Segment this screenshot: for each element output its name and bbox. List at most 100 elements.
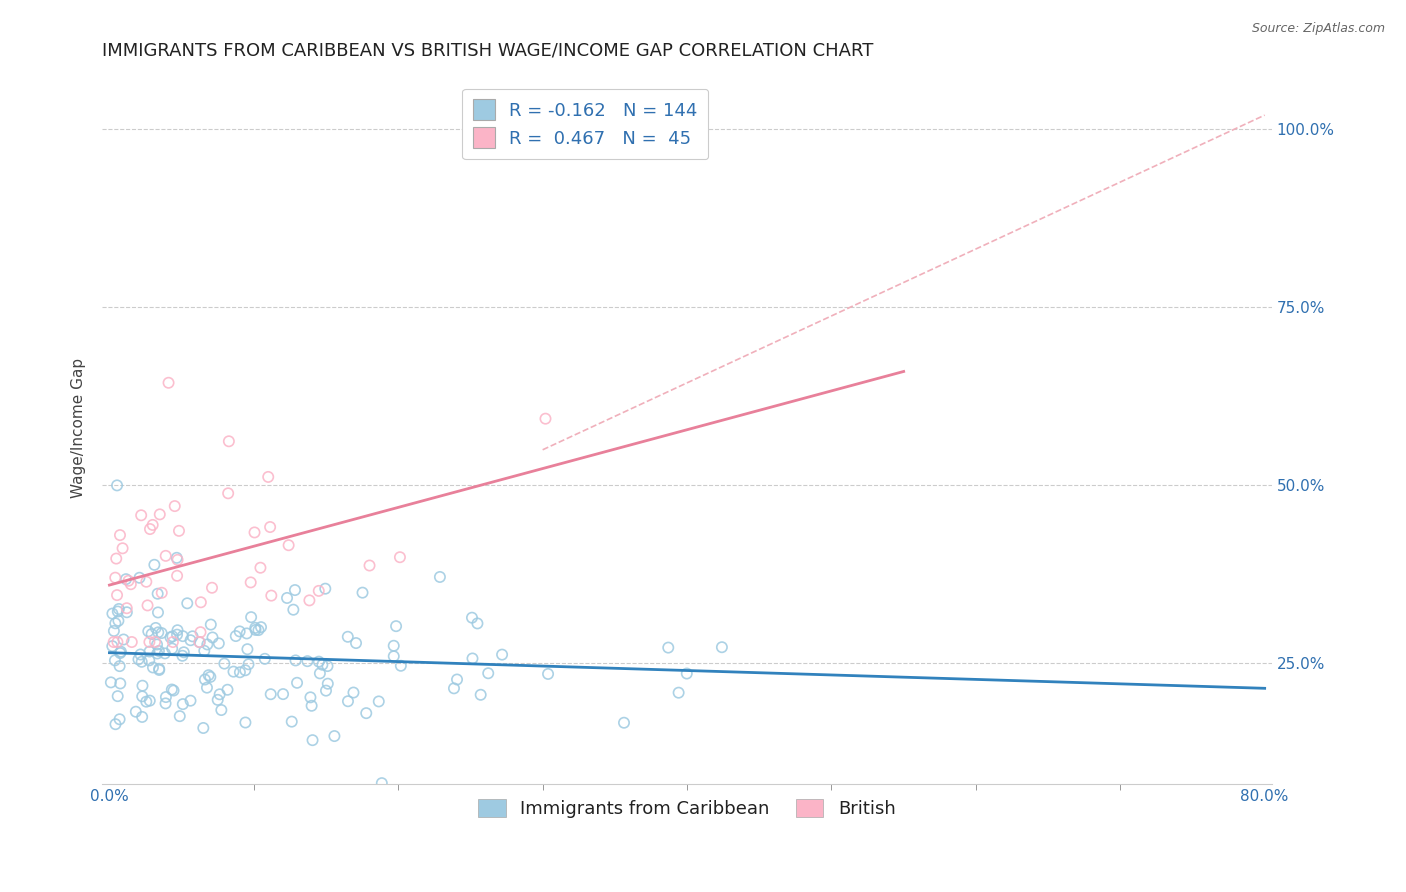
Point bbox=[229, 665, 252, 680]
Y-axis label: Wage/Income Gap: Wage/Income Gap bbox=[72, 359, 86, 499]
Point bbox=[162, 683, 184, 698]
Point bbox=[160, 682, 183, 697]
Point bbox=[129, 508, 152, 523]
Point bbox=[382, 639, 405, 653]
Point bbox=[277, 538, 299, 552]
Point bbox=[208, 687, 231, 701]
Point bbox=[155, 697, 177, 711]
Point bbox=[105, 551, 128, 566]
Point bbox=[104, 571, 127, 585]
Point bbox=[253, 652, 276, 666]
Point bbox=[301, 733, 323, 747]
Text: Source: ZipAtlas.com: Source: ZipAtlas.com bbox=[1251, 22, 1385, 36]
Point bbox=[153, 646, 176, 660]
Point bbox=[197, 668, 219, 682]
Point bbox=[135, 695, 157, 709]
Point bbox=[271, 687, 294, 701]
Point bbox=[108, 646, 131, 660]
Point bbox=[104, 717, 127, 731]
Point bbox=[100, 675, 122, 690]
Point bbox=[160, 641, 183, 656]
Point bbox=[245, 623, 267, 637]
Point bbox=[115, 605, 138, 619]
Point bbox=[105, 478, 128, 492]
Point bbox=[146, 606, 169, 620]
Point bbox=[138, 635, 160, 649]
Point bbox=[311, 657, 333, 672]
Point bbox=[301, 698, 323, 713]
Point bbox=[145, 621, 167, 635]
Point bbox=[125, 705, 148, 719]
Point bbox=[195, 637, 218, 651]
Point bbox=[239, 575, 262, 590]
Point bbox=[316, 676, 339, 690]
Point bbox=[172, 629, 194, 643]
Point bbox=[201, 581, 224, 595]
Point bbox=[139, 693, 162, 707]
Point bbox=[309, 666, 332, 681]
Point bbox=[257, 470, 280, 484]
Point bbox=[238, 657, 260, 672]
Point bbox=[308, 583, 330, 598]
Point bbox=[280, 714, 302, 729]
Point bbox=[180, 633, 202, 648]
Point bbox=[111, 541, 134, 556]
Point bbox=[190, 595, 212, 609]
Point bbox=[260, 687, 283, 701]
Point bbox=[342, 685, 364, 699]
Point bbox=[146, 647, 169, 661]
Point bbox=[259, 520, 281, 534]
Point bbox=[314, 582, 336, 596]
Point bbox=[352, 585, 374, 599]
Point bbox=[298, 593, 321, 607]
Point bbox=[135, 574, 157, 589]
Point bbox=[120, 577, 142, 591]
Point bbox=[166, 627, 188, 641]
Point bbox=[188, 635, 211, 649]
Point bbox=[108, 528, 131, 542]
Point bbox=[354, 706, 377, 720]
Point bbox=[131, 655, 153, 669]
Point bbox=[389, 658, 412, 673]
Point bbox=[142, 517, 165, 532]
Point bbox=[308, 655, 330, 669]
Text: IMMIGRANTS FROM CARIBBEAN VS BRITISH WAGE/INCOME GAP CORRELATION CHART: IMMIGRANTS FROM CARIBBEAN VS BRITISH WAG… bbox=[103, 42, 873, 60]
Point bbox=[491, 648, 513, 662]
Point bbox=[148, 625, 170, 640]
Point bbox=[128, 571, 150, 585]
Point bbox=[344, 636, 367, 650]
Point bbox=[162, 635, 184, 649]
Point bbox=[117, 574, 139, 588]
Point bbox=[276, 591, 298, 605]
Point bbox=[107, 614, 129, 628]
Point bbox=[131, 690, 153, 704]
Point bbox=[284, 653, 307, 667]
Point bbox=[150, 586, 173, 600]
Point bbox=[146, 587, 169, 601]
Point bbox=[131, 679, 153, 693]
Point bbox=[138, 653, 160, 667]
Point bbox=[240, 610, 263, 624]
Point bbox=[155, 690, 177, 704]
Point bbox=[103, 635, 125, 649]
Point bbox=[104, 653, 127, 667]
Point bbox=[537, 667, 560, 681]
Point bbox=[139, 522, 162, 536]
Point bbox=[166, 624, 188, 638]
Point bbox=[284, 583, 307, 598]
Point bbox=[181, 629, 204, 643]
Point bbox=[193, 721, 215, 735]
Point bbox=[173, 645, 195, 659]
Point bbox=[260, 589, 283, 603]
Point bbox=[207, 693, 229, 707]
Point bbox=[214, 657, 236, 671]
Point bbox=[127, 652, 149, 666]
Point bbox=[172, 648, 194, 663]
Point bbox=[149, 508, 172, 522]
Point bbox=[112, 632, 135, 647]
Point bbox=[200, 617, 222, 632]
Point bbox=[336, 694, 359, 708]
Point bbox=[148, 662, 170, 676]
Point bbox=[367, 694, 389, 708]
Point bbox=[243, 525, 266, 540]
